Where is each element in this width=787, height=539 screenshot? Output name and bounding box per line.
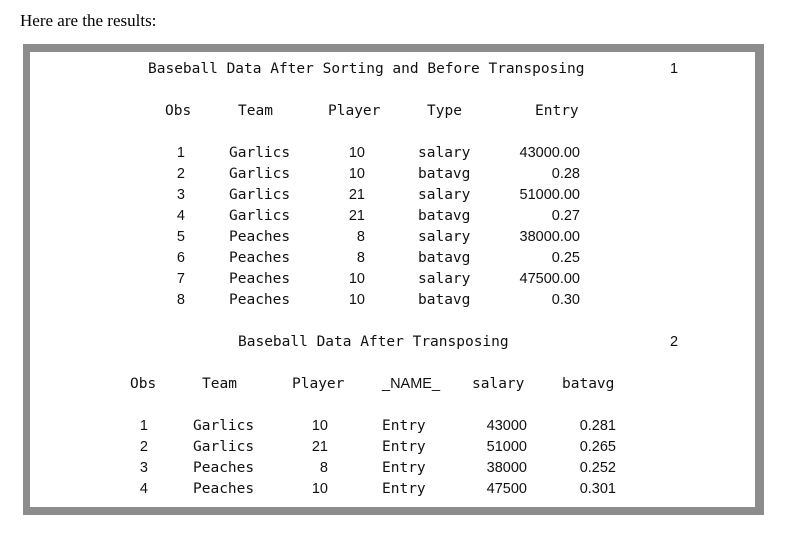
cell-type: batavg [418, 208, 471, 224]
cell-player: 10 [348, 145, 365, 161]
cell-player: 10 [348, 271, 365, 287]
cell-team: Peaches [229, 250, 291, 266]
cell-player: 10 [311, 418, 328, 434]
cell-player: 10 [311, 481, 328, 497]
cell-salary: 51000 [486, 439, 527, 455]
cell-type: batavg [418, 292, 471, 308]
cell-team: Garlics [229, 145, 291, 161]
cell-obs: 3 [176, 187, 185, 203]
page2-header-batavg: batavg [562, 376, 615, 392]
cell-obs: 1 [176, 145, 185, 161]
cell-obs: 8 [176, 292, 185, 308]
cell-batavg: 0.301 [579, 481, 616, 497]
cell-batavg: 0.281 [579, 418, 616, 434]
cell-obs: 2 [139, 439, 148, 455]
cell-salary: 43000 [486, 418, 527, 434]
cell-player: 21 [311, 439, 328, 455]
cell-type: salary [418, 229, 471, 245]
page1-header-player: Player [328, 103, 381, 119]
cell-type: salary [418, 271, 471, 287]
page2-page-number: 2 [670, 334, 679, 350]
cell-obs: 1 [139, 418, 148, 434]
cell-player: 10 [348, 292, 365, 308]
cell-type: salary [418, 187, 471, 203]
cell-batavg: 0.265 [579, 439, 616, 455]
page1-header-obs: Obs [165, 103, 192, 119]
cell-team: Peaches [193, 460, 255, 476]
cell-entry: 47500.00 [519, 271, 580, 287]
cell-entry: 0.30 [551, 292, 580, 308]
page2-header-player: Player [292, 376, 345, 392]
cell-player: 21 [348, 208, 365, 224]
cell-player: 10 [348, 166, 365, 182]
cell-team: Peaches [229, 292, 291, 308]
cell-salary: 47500 [486, 481, 527, 497]
cell-name: Entry [382, 481, 426, 497]
page2-header-team: Team [202, 376, 237, 392]
cell-obs: 4 [139, 481, 148, 497]
page1-title: Baseball Data After Sorting and Before T… [148, 61, 585, 77]
cell-team: Garlics [229, 187, 291, 203]
page1-header-type: Type [427, 103, 462, 119]
cell-entry: 0.25 [551, 250, 580, 266]
page2-header-salary: salary [472, 376, 525, 392]
cell-player: 8 [319, 460, 328, 476]
cell-player: 8 [356, 250, 365, 266]
cell-name: Entry [382, 439, 426, 455]
intro-text: Here are the results: [20, 11, 157, 30]
cell-team: Garlics [229, 208, 291, 224]
cell-obs: 6 [176, 250, 185, 266]
page2-header-obs: Obs [130, 376, 157, 392]
cell-type: batavg [418, 166, 471, 182]
page2-title: Baseball Data After Transposing [238, 334, 509, 350]
page2-header-name: _NAME_ [382, 376, 441, 392]
cell-entry: 43000.00 [519, 145, 580, 161]
cell-entry: 0.28 [551, 166, 580, 182]
cell-obs: 5 [176, 229, 185, 245]
cell-team: Garlics [229, 166, 291, 182]
page1-header-team: Team [238, 103, 273, 119]
cell-type: salary [418, 145, 471, 161]
cell-obs: 3 [139, 460, 148, 476]
cell-team: Garlics [193, 439, 255, 455]
cell-player: 8 [356, 229, 365, 245]
page1-page-number: 1 [670, 61, 679, 77]
output-panel [30, 52, 755, 507]
cell-team: Garlics [193, 418, 255, 434]
cell-type: batavg [418, 250, 471, 266]
cell-entry: 38000.00 [519, 229, 580, 245]
cell-player: 21 [348, 187, 365, 203]
cell-obs: 7 [176, 271, 185, 287]
cell-salary: 38000 [486, 460, 527, 476]
cell-batavg: 0.252 [579, 460, 616, 476]
cell-obs: 4 [176, 208, 185, 224]
cell-obs: 2 [176, 166, 185, 182]
cell-team: Peaches [193, 481, 255, 497]
cell-team: Peaches [229, 271, 291, 287]
cell-team: Peaches [229, 229, 291, 245]
cell-entry: 0.27 [551, 208, 580, 224]
page1-header-entry: Entry [535, 103, 579, 119]
cell-entry: 51000.00 [519, 187, 580, 203]
cell-name: Entry [382, 418, 426, 434]
cell-name: Entry [382, 460, 426, 476]
